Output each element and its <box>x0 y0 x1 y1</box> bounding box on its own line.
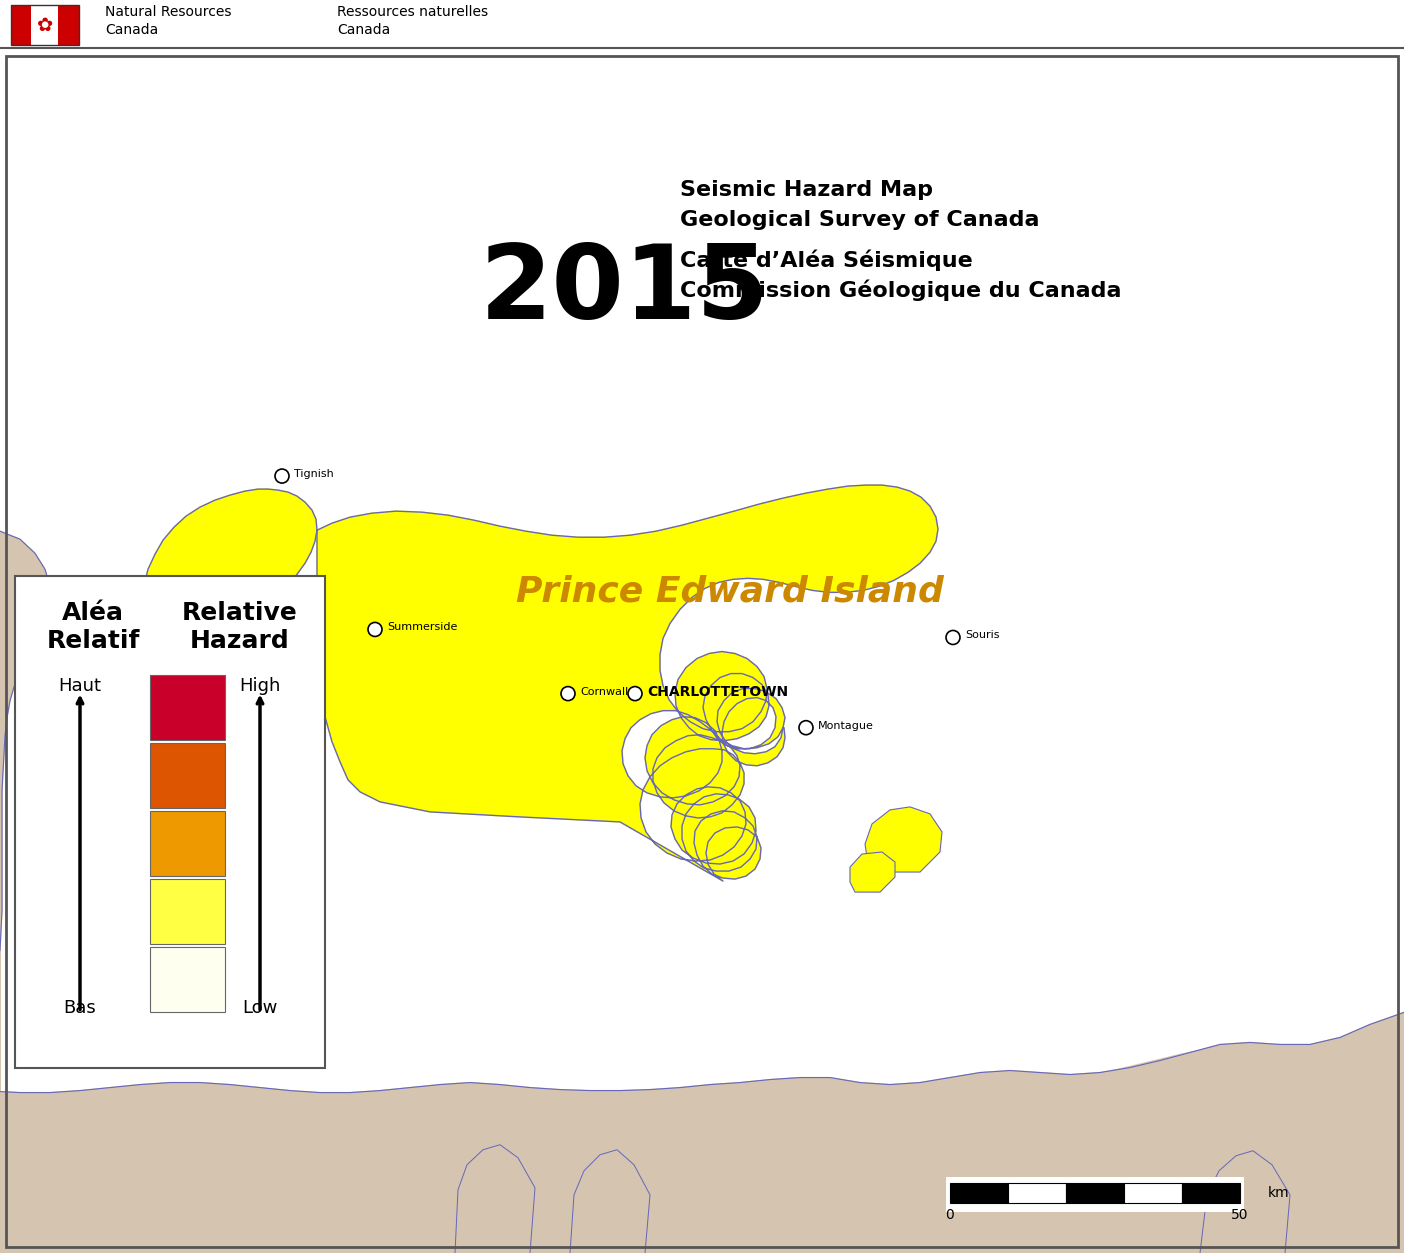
Text: Summerside: Summerside <box>388 623 458 633</box>
Text: High: High <box>239 677 281 694</box>
Text: km: km <box>1268 1185 1290 1200</box>
Circle shape <box>275 469 289 484</box>
Text: Haut: Haut <box>59 677 101 694</box>
Bar <box>59 5 79 45</box>
Text: Bas: Bas <box>63 1000 97 1017</box>
Text: 2015: 2015 <box>480 241 769 341</box>
Bar <box>1008 1183 1066 1203</box>
Text: ✿: ✿ <box>37 15 53 35</box>
Circle shape <box>628 687 642 700</box>
Polygon shape <box>865 807 942 872</box>
Polygon shape <box>570 1150 650 1253</box>
Bar <box>150 743 225 808</box>
Bar <box>150 880 225 945</box>
Text: Carte d’Aléa Séismique: Carte d’Aléa Séismique <box>680 249 973 272</box>
Bar <box>1066 1183 1125 1203</box>
Text: Cornwall: Cornwall <box>580 687 628 697</box>
Text: Aléa
Relatif: Aléa Relatif <box>46 601 139 653</box>
Polygon shape <box>1200 1150 1290 1253</box>
Polygon shape <box>0 531 51 1091</box>
Circle shape <box>368 623 382 637</box>
Text: Seismic Hazard Map: Seismic Hazard Map <box>680 180 934 200</box>
Bar <box>1125 1183 1182 1203</box>
Text: 50: 50 <box>1231 1208 1248 1222</box>
Polygon shape <box>142 489 317 754</box>
Bar <box>946 1177 1244 1212</box>
Polygon shape <box>0 1012 1404 1253</box>
Polygon shape <box>317 485 938 881</box>
Bar <box>150 674 225 739</box>
Text: Relative
Hazard: Relative Hazard <box>183 601 298 653</box>
Bar <box>1182 1183 1240 1203</box>
Bar <box>31 5 59 45</box>
Polygon shape <box>455 1145 535 1253</box>
Bar <box>150 947 225 1012</box>
Polygon shape <box>1099 1012 1404 1253</box>
Text: Montague: Montague <box>819 720 873 730</box>
Text: Souris: Souris <box>965 630 1000 640</box>
Circle shape <box>562 687 576 700</box>
Bar <box>150 811 225 876</box>
Circle shape <box>799 720 813 734</box>
Text: Ressources naturelles
Canada: Ressources naturelles Canada <box>337 5 489 36</box>
Bar <box>951 1183 1008 1203</box>
Text: Natural Resources
Canada: Natural Resources Canada <box>105 5 232 36</box>
Text: Low: Low <box>243 1000 278 1017</box>
Text: Commission Géologique du Canada: Commission Géologique du Canada <box>680 279 1122 302</box>
Text: Tignish: Tignish <box>293 469 334 479</box>
Bar <box>15 576 324 1068</box>
Text: Prince Edward Island: Prince Edward Island <box>517 574 943 609</box>
Text: CHARLOTTETOWN: CHARLOTTETOWN <box>647 684 788 699</box>
Bar <box>11 5 79 45</box>
Polygon shape <box>849 852 894 892</box>
Circle shape <box>946 630 960 644</box>
Text: 0: 0 <box>946 1208 955 1222</box>
Bar <box>11 5 31 45</box>
Text: Geological Survey of Canada: Geological Survey of Canada <box>680 211 1039 231</box>
